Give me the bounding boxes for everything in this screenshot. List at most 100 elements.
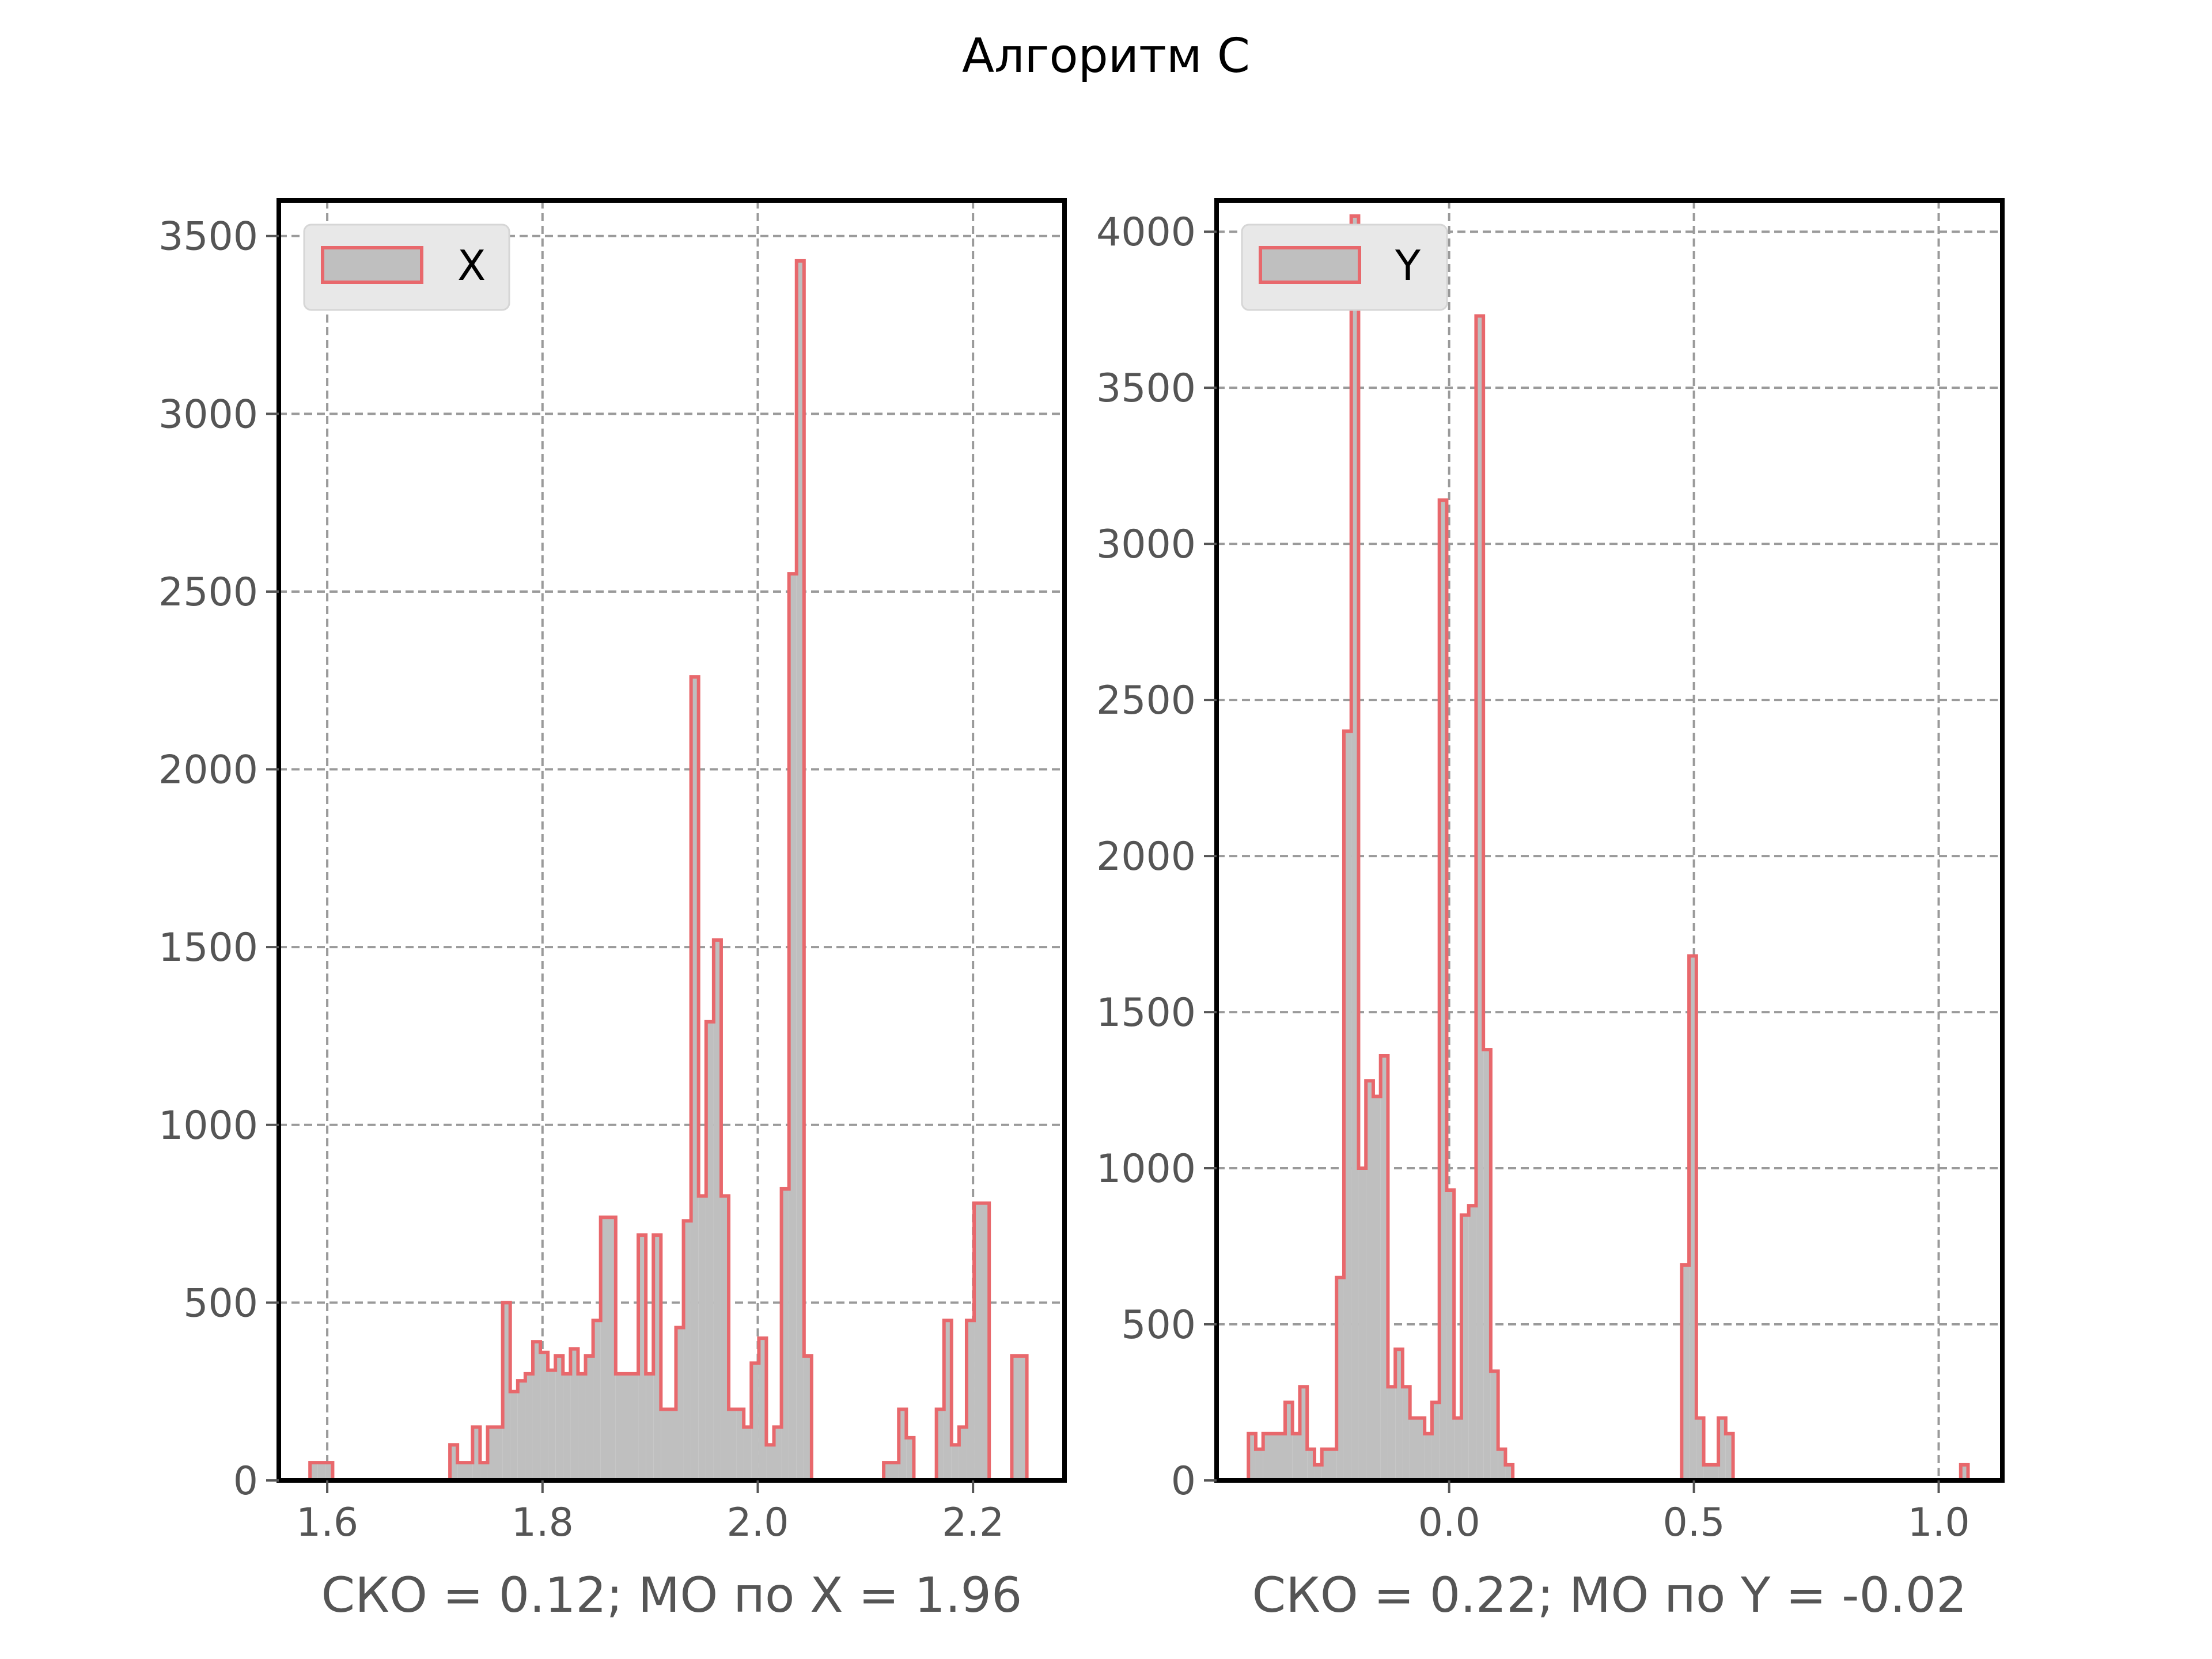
histogram-y-panel: 0.0 0.5 1.0 0 500 1000 1500 2000 2500 3000 3500 400… — [1096, 198, 2005, 1623]
histogram-bar — [936, 1409, 944, 1480]
x-tick-label: 2.2 — [942, 1500, 1004, 1546]
figure-title: Алгоритм C — [962, 29, 1250, 84]
y-tick-label: 500 — [1121, 1302, 1196, 1348]
histogram-bar — [310, 1463, 318, 1480]
histogram-bar — [540, 1352, 548, 1480]
histogram-bar — [638, 1235, 646, 1480]
histogram-bar — [487, 1427, 503, 1480]
histogram-bar — [1703, 1464, 1719, 1480]
y-tick-label: 1000 — [158, 1103, 258, 1149]
histogram-bar — [532, 1342, 541, 1480]
histogram-bar — [713, 940, 721, 1480]
histogram-bar — [646, 1373, 654, 1480]
x-axis-label: СКО = 0.22; МО по Y = -0.02 — [1252, 1567, 1967, 1623]
histogram-bar — [774, 1427, 782, 1480]
histogram-bar — [1380, 1055, 1388, 1480]
histogram-bar — [585, 1355, 593, 1480]
histogram-bar — [1292, 1433, 1300, 1480]
y-tick-label: 3500 — [158, 214, 258, 260]
y-tick-label: 4000 — [1096, 210, 1196, 255]
histogram-bar — [1263, 1433, 1285, 1480]
histogram-bar — [1454, 1418, 1461, 1480]
x-tick-label: 1.6 — [296, 1500, 358, 1546]
histogram-bar — [1314, 1464, 1322, 1480]
histogram-bar — [781, 1188, 789, 1480]
histogram-bar — [1321, 1449, 1337, 1480]
legend-swatch — [321, 246, 423, 284]
histogram-bar — [525, 1373, 533, 1480]
axes-frame — [276, 198, 1067, 1483]
histogram-bar — [593, 1320, 601, 1480]
histogram-bar — [1439, 500, 1447, 1480]
histogram-bar — [1388, 1387, 1396, 1480]
y-tick-label: 3500 — [1096, 366, 1196, 411]
histogram-bar — [729, 1409, 737, 1480]
histogram-bar — [317, 1463, 325, 1480]
histogram-bar — [510, 1391, 518, 1480]
histogram-bar — [1425, 1433, 1432, 1480]
histogram-bar — [1476, 316, 1484, 1480]
y-tick-label: 1500 — [158, 925, 258, 971]
histogram-bar — [1725, 1433, 1733, 1480]
y-tick-label: 2000 — [158, 748, 258, 793]
histogram-bar — [1483, 1050, 1491, 1480]
histogram-bar — [698, 1196, 706, 1480]
histogram-bar — [1718, 1418, 1726, 1480]
histogram-bar — [804, 1355, 812, 1480]
histogram-bar — [744, 1427, 752, 1480]
y-tick-label: 500 — [183, 1281, 258, 1326]
x-tick-label: 2.0 — [726, 1500, 789, 1546]
histogram-bar — [1366, 1081, 1373, 1480]
histogram-bar — [691, 677, 699, 1480]
histogram-bar — [1402, 1387, 1410, 1480]
histogram-outline — [308, 259, 1029, 1480]
histogram-bar — [736, 1409, 744, 1480]
legend: Y — [1241, 224, 1448, 311]
legend-swatch — [1259, 246, 1361, 284]
x-tick-label: 1.8 — [512, 1500, 574, 1546]
histogram-outline — [1247, 214, 1970, 1480]
histogram-bar — [600, 1217, 616, 1480]
x-tick-label: 0.5 — [1663, 1500, 1725, 1546]
axes-frame — [1214, 198, 2005, 1483]
histogram-bar — [1468, 1206, 1476, 1480]
histogram-bar — [555, 1355, 563, 1480]
y-tick-label: 0 — [1171, 1459, 1196, 1504]
histogram-bar — [1343, 731, 1351, 1480]
histogram-bar — [1255, 1449, 1263, 1480]
histogram-bar — [480, 1463, 488, 1480]
histogram-bar — [1689, 956, 1696, 1480]
histogram-bar — [683, 1221, 691, 1480]
histogram-bar — [959, 1427, 967, 1480]
histogram-bar — [325, 1463, 333, 1480]
histogram-bar — [789, 574, 797, 1481]
y-tick-label: 0 — [233, 1459, 258, 1504]
y-tick-label: 1000 — [1096, 1146, 1196, 1192]
histogram-bar — [578, 1373, 586, 1480]
histogram-bar — [457, 1463, 473, 1480]
histogram-bar — [548, 1370, 556, 1480]
histogram-bar — [966, 1320, 975, 1480]
x-axis-label: СКО = 0.12; МО по X = 1.96 — [321, 1567, 1022, 1623]
histogram-bar — [1410, 1418, 1425, 1480]
histogram-bar — [759, 1338, 767, 1480]
y-tick-label: 3000 — [158, 392, 258, 437]
histogram-bar — [899, 1409, 907, 1480]
histogram-bar — [721, 1196, 729, 1480]
histogram-bar — [1431, 1402, 1440, 1480]
histogram-bar — [615, 1373, 639, 1480]
histogram-bar — [1351, 216, 1359, 1480]
y-tick-label: 2000 — [1096, 834, 1196, 880]
histogram-bar — [472, 1427, 480, 1480]
y-tick-label: 2500 — [1096, 678, 1196, 724]
histogram-bar — [1012, 1355, 1027, 1480]
histogram-bar — [766, 1445, 774, 1480]
histogram-bar — [653, 1235, 661, 1480]
histogram-bar — [563, 1373, 571, 1480]
histogram-bar — [1461, 1215, 1469, 1480]
histogram-bar — [450, 1445, 458, 1480]
y-tick-label: 3000 — [1096, 522, 1196, 567]
histogram-bar — [1681, 1265, 1690, 1480]
histogram-bar — [1960, 1464, 1968, 1480]
